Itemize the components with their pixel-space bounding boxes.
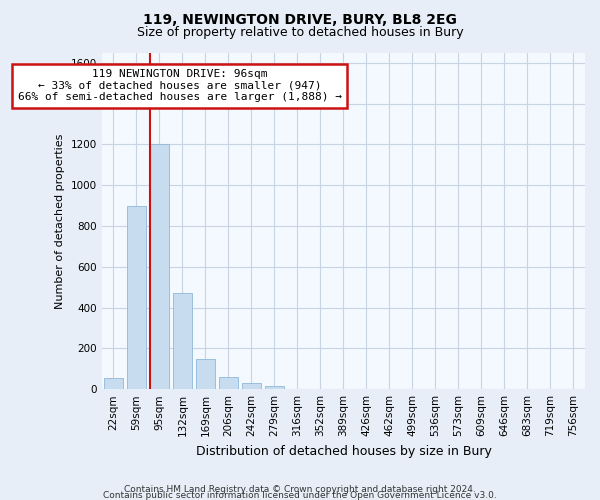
Bar (265, 386, 284, 389)
Bar (104, 378, 123, 389)
X-axis label: Distribution of detached houses by size in Bury: Distribution of detached houses by size … (196, 444, 491, 458)
Bar (173, 294, 192, 389)
Bar (127, 206, 146, 389)
Text: Size of property relative to detached houses in Bury: Size of property relative to detached ho… (137, 26, 463, 39)
Bar (196, 358, 215, 389)
Bar (218, 377, 238, 389)
Text: 119 NEWINGTON DRIVE: 96sqm
← 33% of detached houses are smaller (947)
66% of sem: 119 NEWINGTON DRIVE: 96sqm ← 33% of deta… (18, 69, 342, 102)
Bar (242, 384, 261, 389)
Bar (149, 144, 169, 389)
Text: Contains public sector information licensed under the Open Government Licence v3: Contains public sector information licen… (103, 491, 497, 500)
Text: Contains HM Land Registry data © Crown copyright and database right 2024.: Contains HM Land Registry data © Crown c… (124, 484, 476, 494)
Y-axis label: Number of detached properties: Number of detached properties (55, 133, 65, 308)
Text: 119, NEWINGTON DRIVE, BURY, BL8 2EG: 119, NEWINGTON DRIVE, BURY, BL8 2EG (143, 12, 457, 26)
